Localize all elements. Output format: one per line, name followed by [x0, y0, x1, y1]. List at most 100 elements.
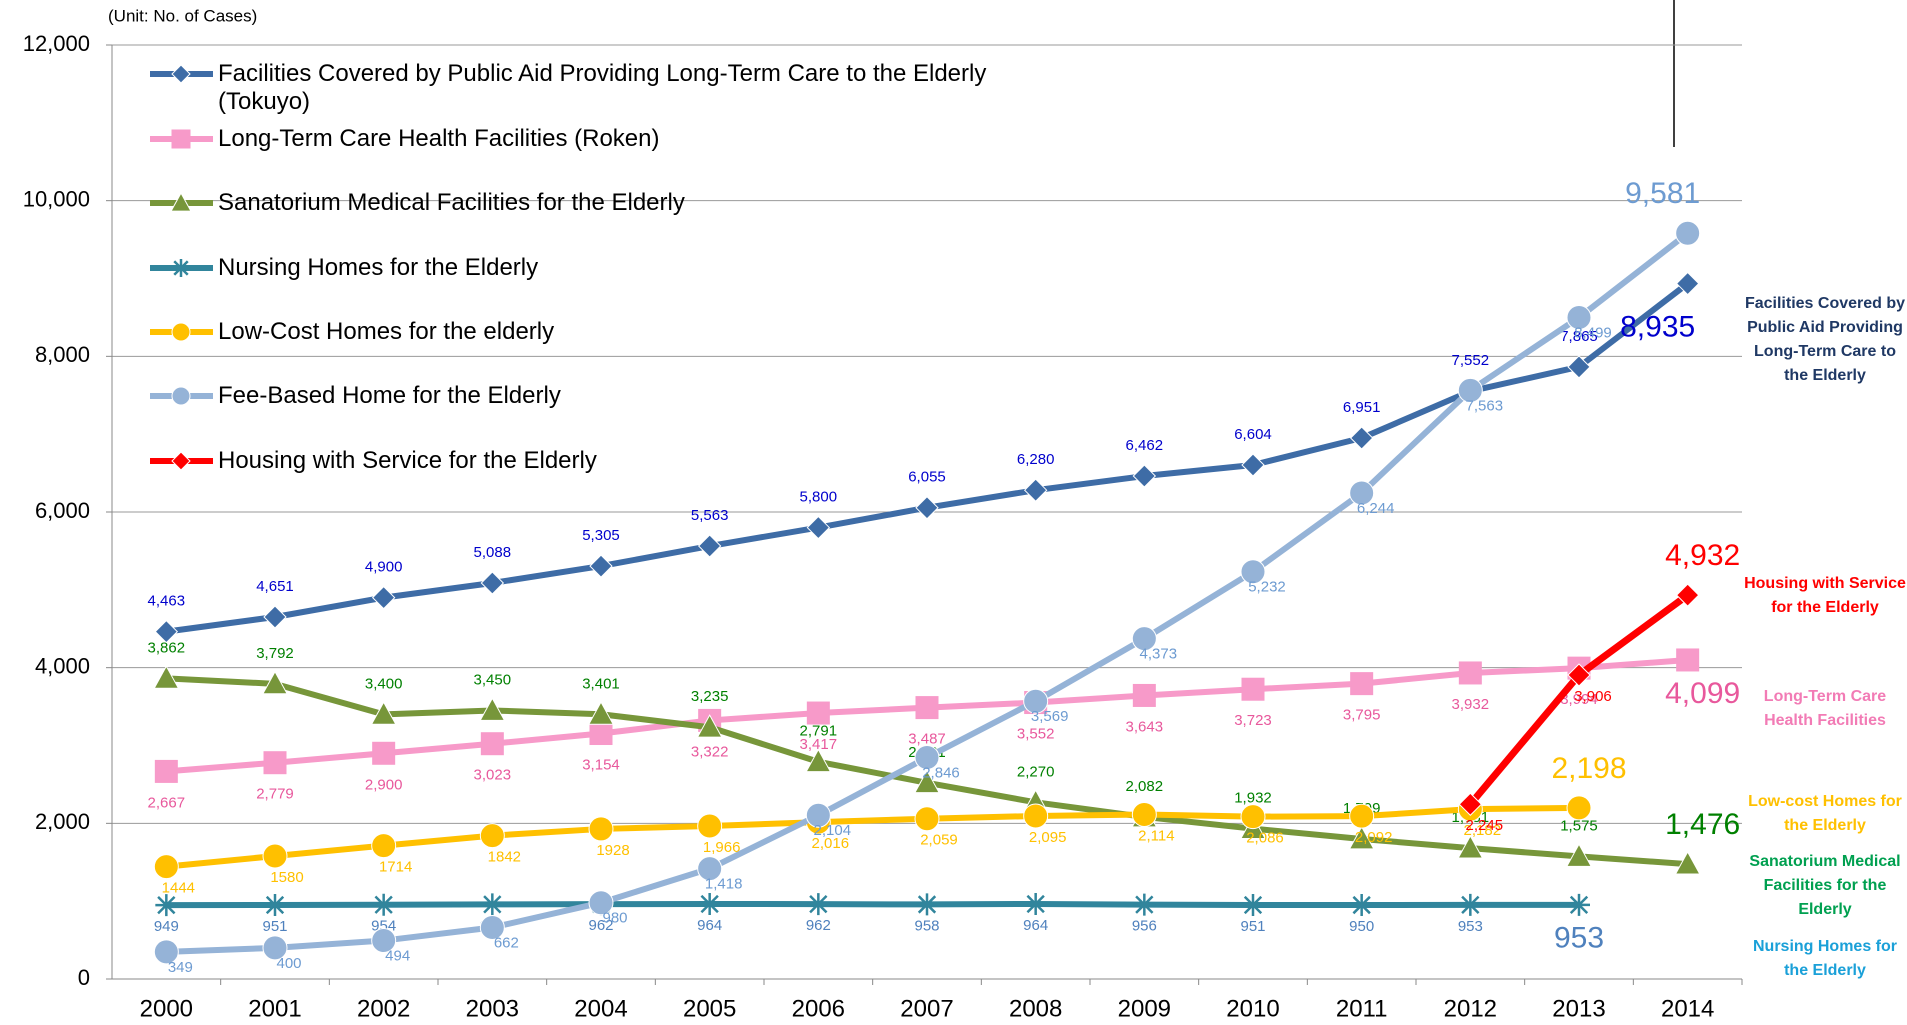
point — [806, 515, 831, 540]
series-line — [166, 900, 1579, 909]
x-tick-label: 2003 — [466, 995, 519, 1022]
point — [1349, 426, 1374, 450]
point — [371, 833, 397, 859]
data-label: 2,198 — [1551, 752, 1626, 785]
data-label: 4,373 — [1140, 646, 1178, 663]
data-label: 3,569 — [1031, 708, 1069, 725]
legend-marker — [170, 192, 192, 212]
data-label: 3,417 — [800, 736, 838, 753]
point — [262, 670, 288, 695]
x-tick-label: 2014 — [1661, 995, 1714, 1022]
data-label: 3,795 — [1343, 707, 1381, 724]
data-label: 3,643 — [1126, 718, 1164, 735]
annotation: Long-Term Care Health Facilities — [1763, 688, 1887, 729]
data-label: 3,450 — [474, 671, 512, 688]
point — [1133, 893, 1156, 916]
x-tick-label: 2001 — [248, 995, 301, 1022]
point — [263, 751, 287, 775]
data-label: 1714 — [379, 859, 412, 876]
data-label: 4,651 — [256, 578, 294, 595]
data-label: 400 — [276, 955, 301, 972]
y-tick-label: 8,000 — [35, 342, 90, 367]
point — [372, 741, 396, 765]
legend-marker — [171, 129, 191, 149]
data-label: 494 — [385, 948, 410, 965]
legend-label: Low-Cost Homes for the elderly — [218, 318, 555, 345]
series: 2,667 2,779 2,900 3,023 3,154 3,322 3,417 3,487… — [148, 648, 1740, 811]
point — [915, 496, 939, 520]
series: 349 400 494 662 980 1,418 2,104 2,846 3,569 4,373… — [153, 177, 1701, 976]
data-label: 2,245 — [1466, 817, 1504, 834]
data-label: 3,932 — [1452, 696, 1490, 713]
data-label: 3,023 — [474, 767, 512, 784]
point — [1348, 825, 1375, 850]
data-label: 6,055 — [908, 469, 946, 486]
data-label: 4,463 — [148, 593, 186, 610]
legend-label: Housing with Service for the Elderly — [218, 447, 597, 474]
point — [807, 893, 830, 916]
data-label: 3,400 — [365, 675, 403, 692]
point — [1350, 894, 1373, 917]
point — [264, 893, 286, 916]
annotation: Sanatorium Medical Facilities for the El… — [1749, 853, 1901, 918]
point — [697, 534, 722, 558]
data-label: 6,244 — [1357, 500, 1395, 517]
point — [1132, 683, 1156, 707]
point — [479, 914, 505, 940]
data-label: 6,951 — [1343, 399, 1381, 416]
data-label: 2,082 — [1126, 778, 1164, 795]
data-label: 951 — [262, 918, 287, 935]
legend-label: Nursing Homes for the Elderly — [218, 254, 539, 281]
y-tick-label: 4,000 — [35, 653, 90, 678]
data-label: 2,095 — [1029, 829, 1067, 846]
data-label: 3,322 — [691, 743, 729, 760]
data-label: 662 — [494, 934, 519, 951]
data-label: 1842 — [488, 849, 521, 866]
data-label: 980 — [602, 910, 627, 927]
point — [1566, 795, 1592, 821]
point — [698, 892, 721, 915]
point — [1240, 804, 1266, 830]
legend-marker — [172, 259, 190, 277]
annotation: Housing with Service for the Elderly — [1744, 575, 1906, 616]
point — [914, 744, 940, 770]
point — [588, 890, 614, 916]
data-label: 7,563 — [1466, 397, 1504, 414]
point — [1568, 893, 1590, 916]
point — [480, 732, 504, 756]
point — [1675, 220, 1701, 246]
point — [1241, 453, 1265, 477]
point — [262, 843, 288, 869]
point — [1675, 583, 1700, 607]
point — [1350, 672, 1374, 696]
data-label: 5,305 — [582, 527, 620, 544]
data-label: 4,099 — [1665, 677, 1740, 710]
data-label: 951 — [1240, 918, 1265, 935]
point — [1240, 559, 1266, 585]
data-label: 953 — [1458, 918, 1483, 935]
data-label: 5,088 — [474, 544, 512, 561]
data-label: 2,270 — [1017, 763, 1055, 780]
series-line — [166, 804, 1580, 870]
point — [806, 701, 830, 725]
data-label: 962 — [806, 917, 831, 934]
data-label: 2,846 — [922, 764, 960, 781]
data-label: 962 — [588, 917, 613, 934]
x-tick-label: 2000 — [140, 995, 193, 1022]
annotation: Facilities Covered by Public Aid Providi… — [1744, 295, 1906, 384]
legend-marker — [171, 322, 191, 342]
point — [371, 928, 397, 954]
data-label: 3,792 — [256, 645, 294, 662]
point — [1458, 661, 1482, 685]
series: 4,463 4,651 4,900 5,088 5,305 5,563 5,800 6,055… — [148, 271, 1700, 644]
point — [805, 748, 832, 773]
data-label: 3,401 — [582, 675, 620, 692]
point — [372, 893, 395, 916]
point — [153, 665, 180, 689]
point — [805, 802, 831, 828]
data-label: 2,779 — [256, 786, 294, 803]
point — [1023, 688, 1049, 714]
point — [697, 813, 723, 839]
